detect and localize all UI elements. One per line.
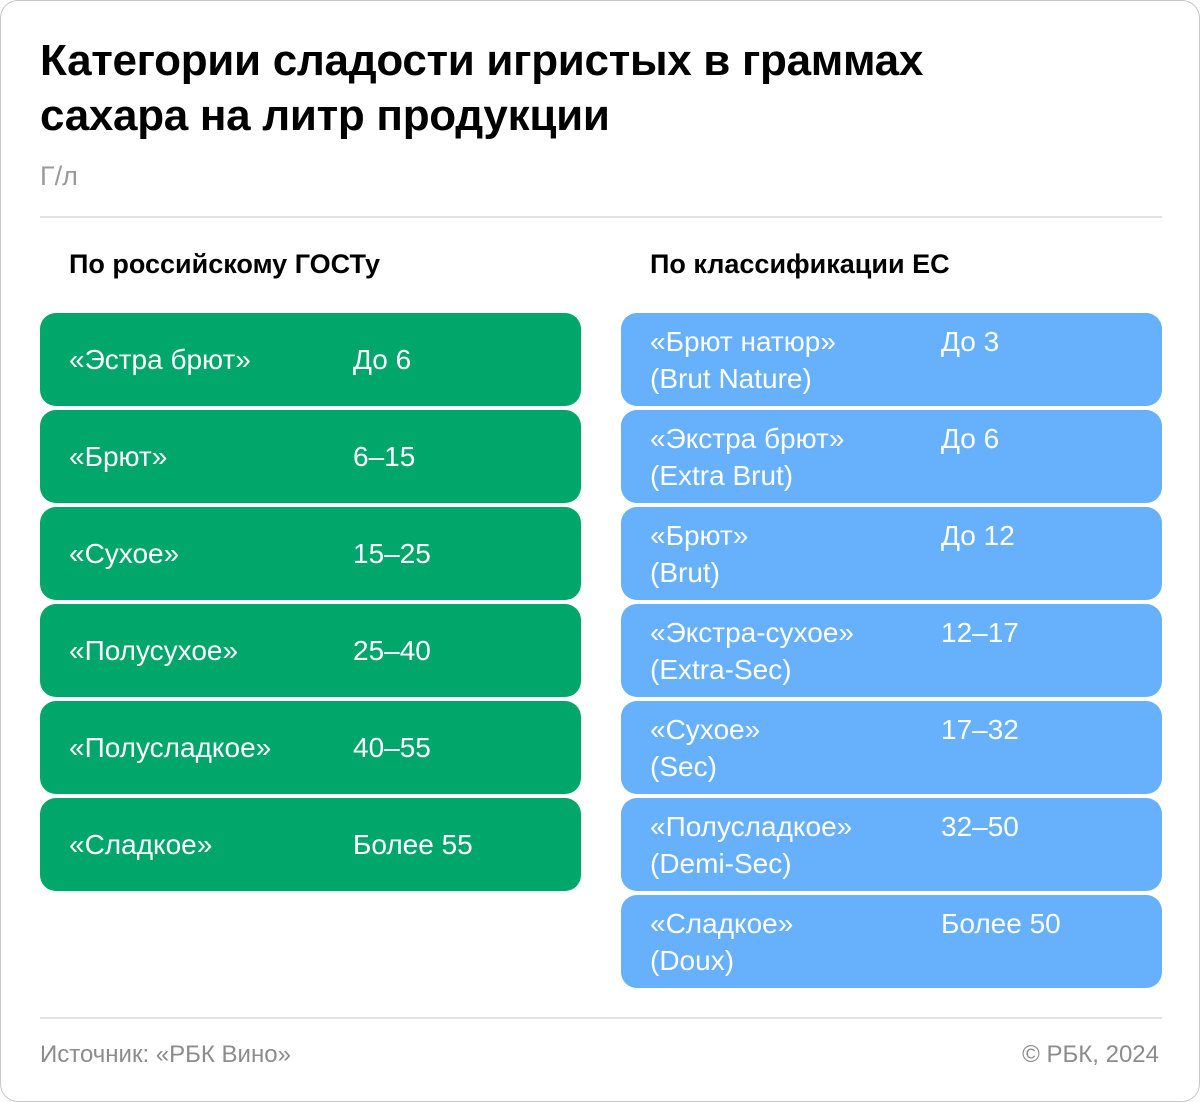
divider-bottom — [40, 1017, 1162, 1019]
category-name: «Сухое» — [69, 538, 180, 569]
page-title: Категории сладости игристых в граммах са… — [40, 36, 924, 140]
category-name: «Сухое» (Sec) — [650, 711, 760, 785]
category-name: «Брют натюр» (Brut Nature) — [650, 323, 836, 397]
category-name-ru: «Сухое» — [650, 714, 761, 745]
list-item: «Эстра брют» До 6 — [40, 313, 581, 406]
category-name: «Брют» — [69, 441, 168, 472]
list-item: «Полусладкое» (Demi-Sec) 32–50 — [621, 798, 1162, 891]
category-name: «Сладкое» — [69, 829, 213, 860]
sugar-range: 40–55 — [353, 732, 431, 763]
category-name-ru: «Экстра-сухое» — [650, 617, 854, 648]
category-name: «Полусладкое» — [69, 732, 272, 763]
category-name: «Эстра брют» — [69, 344, 251, 375]
list-item: «Сухое» 15–25 — [40, 507, 581, 600]
list-item: «Экстра-сухое» (Extra-Sec) 12–17 — [621, 604, 1162, 697]
category-name-en: (Demi-Sec) — [650, 848, 792, 879]
category-name: «Экстра-сухое» (Extra-Sec) — [650, 614, 854, 688]
sugar-range: 17–32 — [941, 714, 1019, 745]
sugar-range: До 12 — [941, 520, 1015, 551]
list-item: «Полусухое» 25–40 — [40, 604, 581, 697]
list-item: «Сладкое» (Doux) Более 50 — [621, 895, 1162, 988]
list-item: «Сухое» (Sec) 17–32 — [621, 701, 1162, 794]
eu-classification-list: «Брют натюр» (Brut Nature) До 3 «Экстра … — [621, 313, 1162, 992]
source-note: Источник: «РБК Вино» — [40, 1041, 291, 1068]
category-name-en: (Sec) — [650, 751, 717, 782]
sugar-range: 25–40 — [353, 635, 431, 666]
category-name-en: (Extra Brut) — [650, 460, 794, 491]
sugar-range: Более 50 — [941, 908, 1061, 939]
unit-label: Г/л — [40, 161, 78, 191]
list-item: «Брют» (Brut) До 12 — [621, 507, 1162, 600]
divider-top — [40, 216, 1162, 218]
category-name-ru: «Экстра брют» — [650, 423, 845, 454]
category-name-ru: «Брют натюр» — [650, 326, 836, 357]
category-name-ru: «Брют» — [650, 520, 749, 551]
sugar-range: 15–25 — [353, 538, 431, 569]
list-item: «Сладкое» Более 55 — [40, 798, 581, 891]
category-name: «Экстра брют» (Extra Brut) — [650, 420, 844, 494]
column-heading-eu: По классификации ЕС — [650, 249, 950, 279]
category-name: «Полусухое» — [69, 635, 239, 666]
category-name: «Полусладкое» (Demi-Sec) — [650, 808, 852, 882]
category-name: «Брют» (Brut) — [650, 517, 748, 591]
list-item: «Экстра брют» (Extra Brut) До 6 — [621, 410, 1162, 503]
category-name-en: (Brut Nature) — [650, 363, 812, 394]
category-name-en: (Doux) — [650, 945, 735, 976]
copyright: © РБК, 2024 — [1022, 1041, 1159, 1068]
category-name-ru: «Полусладкое» — [650, 811, 853, 842]
list-item: «Полусладкое» 40–55 — [40, 701, 581, 794]
sugar-range: 12–17 — [941, 617, 1019, 648]
russia-gost-list: «Эстра брют» До 6 «Брют» 6–15 «Сухое» 15… — [40, 313, 581, 895]
list-item: «Брют» 6–15 — [40, 410, 581, 503]
sugar-range: 32–50 — [941, 811, 1019, 842]
sugar-range: До 6 — [353, 344, 412, 375]
sugar-range: Более 55 — [353, 829, 473, 860]
sugar-range: До 3 — [941, 326, 1000, 357]
list-item: «Брют натюр» (Brut Nature) До 3 — [621, 313, 1162, 406]
category-name: «Сладкое» (Doux) — [650, 905, 793, 979]
sugar-range: До 6 — [941, 423, 1000, 454]
sugar-range: 6–15 — [353, 441, 416, 472]
category-name-en: (Extra-Sec) — [650, 654, 792, 685]
category-name-en: (Brut) — [650, 557, 720, 588]
category-name-ru: «Сладкое» — [650, 908, 794, 939]
column-heading-russia: По российскому ГОСТу — [69, 249, 380, 279]
